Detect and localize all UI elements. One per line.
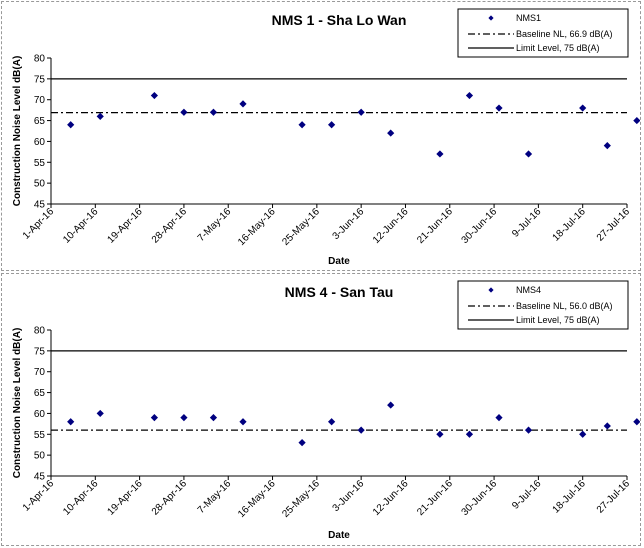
- x-tick-label: 12-Jun-16: [371, 478, 411, 518]
- data-point: [209, 414, 218, 422]
- x-tick-label: 1-Apr-16: [21, 206, 57, 242]
- data-point: [387, 401, 395, 409]
- data-point: [633, 418, 640, 426]
- legend-label-baseline: Baseline NL, 56.0 dB(A): [516, 301, 613, 311]
- x-tick-label: 7-May-16: [196, 206, 234, 244]
- chart-nms1: NMS 1 - Sha Lo Wan 45 50 55 60 65 70 75 80 1-Apr-…: [12, 8, 640, 267]
- y-tick-label: 50: [34, 451, 46, 462]
- y-tick-label: 70: [34, 95, 46, 106]
- chart-title: NMS 1 - Sha Lo Wan: [272, 12, 407, 28]
- data-point: [328, 418, 336, 426]
- x-tick-label: 28-Apr-16: [150, 478, 190, 518]
- data-point: [436, 430, 444, 438]
- legend-marker-nms4: [488, 287, 494, 293]
- y-tick-label: 50: [34, 179, 46, 190]
- data-point: [603, 142, 611, 150]
- x-axis-label: Date: [328, 530, 350, 541]
- x-tick-label: 28-Apr-16: [150, 206, 190, 246]
- y-tick-label: 75: [34, 346, 46, 357]
- y-axis-label: Construction Noise Level dB(A): [12, 56, 23, 207]
- y-tick-label: 45: [34, 200, 46, 211]
- x-tick-label: 21-Jun-16: [415, 478, 455, 518]
- data-point: [465, 430, 474, 438]
- x-tick-label: 9-Jul-16: [510, 478, 544, 512]
- data-point: [239, 100, 247, 108]
- data-point: [180, 108, 188, 116]
- x-tick-label: 18-Jul-16: [551, 206, 589, 244]
- data-point: [96, 112, 104, 120]
- x-tick-label: 27-Jul-16: [595, 478, 633, 516]
- data-point: [524, 150, 533, 158]
- x-tick-label: 30-Jun-16: [460, 478, 500, 518]
- y-tick-label: 75: [34, 74, 46, 85]
- data-point: [357, 108, 365, 116]
- legend-label-limit: Limit Level, 75 dB(A): [516, 315, 600, 325]
- data-point: [524, 426, 533, 434]
- legend-box: [457, 8, 629, 58]
- legend-label-limit: Limit Level, 75 dB(A): [516, 43, 600, 53]
- x-tick-label: 3-Jun-16: [331, 478, 367, 514]
- x-tick-label: 16-May-16: [236, 206, 278, 248]
- data-point: [633, 116, 640, 125]
- data-point: [150, 414, 158, 422]
- legend-label-baseline: Baseline NL, 66.9 dB(A): [516, 29, 613, 39]
- data-point: [436, 150, 444, 158]
- data-point: [603, 422, 611, 430]
- data-point: [67, 418, 75, 426]
- y-tick-label: 55: [34, 158, 46, 169]
- x-tick-label: 19-Apr-16: [106, 206, 146, 246]
- data-point: [387, 129, 395, 137]
- x-tick-label: 27-Jul-16: [595, 206, 633, 244]
- data-point: [579, 104, 587, 112]
- y-tick-label: 60: [34, 409, 46, 420]
- data-point: [67, 121, 75, 129]
- data-point: [96, 409, 104, 418]
- x-tick-label: 9-Jul-16: [510, 206, 544, 240]
- data-point: [209, 108, 218, 116]
- y-tick-label: 45: [34, 472, 46, 483]
- data-point: [579, 430, 587, 438]
- x-tick-label: 18-Jul-16: [551, 478, 589, 516]
- x-tick-label: 21-Jun-16: [415, 206, 455, 246]
- x-tick-label: 1-Apr-16: [21, 478, 57, 514]
- data-point: [150, 91, 158, 100]
- x-tick-label: 3-Jun-16: [331, 206, 367, 242]
- x-tick-label: 10-Apr-16: [61, 478, 101, 518]
- y-tick-label: 65: [34, 116, 46, 127]
- y-axis-label: Construction Noise Level dB(A): [12, 328, 23, 479]
- data-point: [298, 439, 306, 447]
- data-point: [495, 104, 503, 112]
- x-axis-label: Date: [328, 256, 350, 267]
- y-tick-label: 80: [34, 326, 46, 337]
- data-point: [298, 121, 306, 129]
- chart-panel-nms1: NMS 1 - Sha Lo Wan 45 50 55 60 65 70 75 80 1-Apr-…: [1, 1, 641, 271]
- data-point: [328, 121, 336, 129]
- data-point: [357, 426, 365, 434]
- legend-marker-nms1: [488, 15, 494, 21]
- legend-label-series: NMS4: [516, 285, 541, 295]
- legend-box: [457, 280, 629, 330]
- data-point: [180, 414, 188, 422]
- x-tick-label: 12-Jun-16: [371, 206, 411, 246]
- data-point: [495, 414, 503, 422]
- x-tick-label: 30-Jun-16: [460, 206, 500, 246]
- x-tick-label: 7-May-16: [196, 478, 234, 516]
- x-tick-label: 25-May-16: [280, 478, 322, 520]
- chart-title: NMS 4 - San Tau: [285, 284, 394, 300]
- y-tick-label: 70: [34, 367, 46, 378]
- y-tick-label: 60: [34, 137, 46, 148]
- x-tick-label: 10-Apr-16: [61, 206, 101, 246]
- data-point: [239, 418, 247, 426]
- chart-panel-nms4: NMS 4 - San Tau 45 50 55 60 65 70 75 80 1-Apr-16 1…: [1, 273, 641, 546]
- x-tick-label: 16-May-16: [236, 478, 278, 520]
- y-tick-label: 80: [34, 54, 46, 65]
- x-tick-label: 19-Apr-16: [106, 478, 146, 518]
- x-tick-label: 25-May-16: [280, 206, 322, 248]
- legend-label-series: NMS1: [516, 13, 541, 23]
- y-tick-label: 55: [34, 430, 46, 441]
- data-point: [465, 91, 474, 100]
- y-tick-label: 65: [34, 388, 46, 399]
